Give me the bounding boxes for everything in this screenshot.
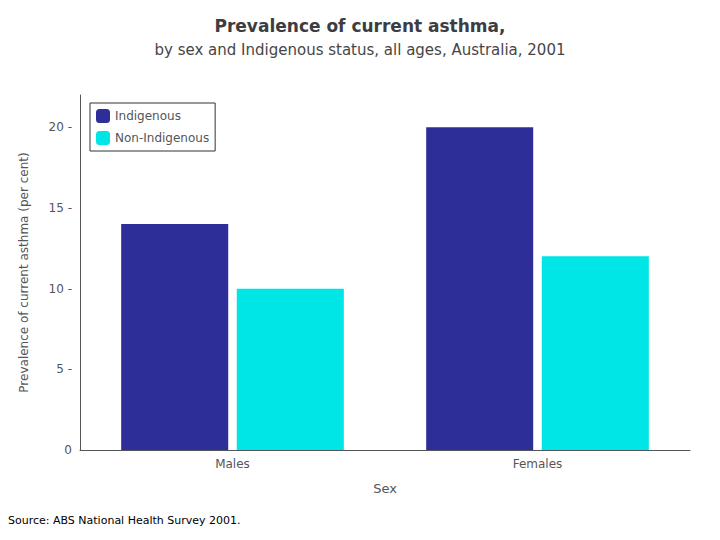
svg-text:10 -: 10 - xyxy=(49,282,72,296)
svg-text:Prevalence of current asthma (: Prevalence of current asthma (per cent) xyxy=(17,152,31,392)
svg-text:Males: Males xyxy=(215,457,250,471)
svg-text:by sex and Indigenous status,: by sex and Indigenous status, all ages, … xyxy=(155,41,566,59)
svg-text:Sex: Sex xyxy=(373,481,397,496)
svg-text:Prevalence of current asthma,: Prevalence of current asthma, xyxy=(215,16,506,36)
svg-text:0: 0 xyxy=(64,443,72,457)
svg-text:20 -: 20 - xyxy=(49,120,72,134)
svg-text:Non-Indigenous: Non-Indigenous xyxy=(115,131,209,145)
svg-text:Source: ABS National Health Su: Source: ABS National Health Survey 2001. xyxy=(8,514,241,527)
svg-text:15 -: 15 - xyxy=(49,201,72,215)
svg-text:Females: Females xyxy=(513,457,563,471)
svg-text:5 -: 5 - xyxy=(56,362,72,376)
svg-text:Indigenous: Indigenous xyxy=(115,109,181,123)
